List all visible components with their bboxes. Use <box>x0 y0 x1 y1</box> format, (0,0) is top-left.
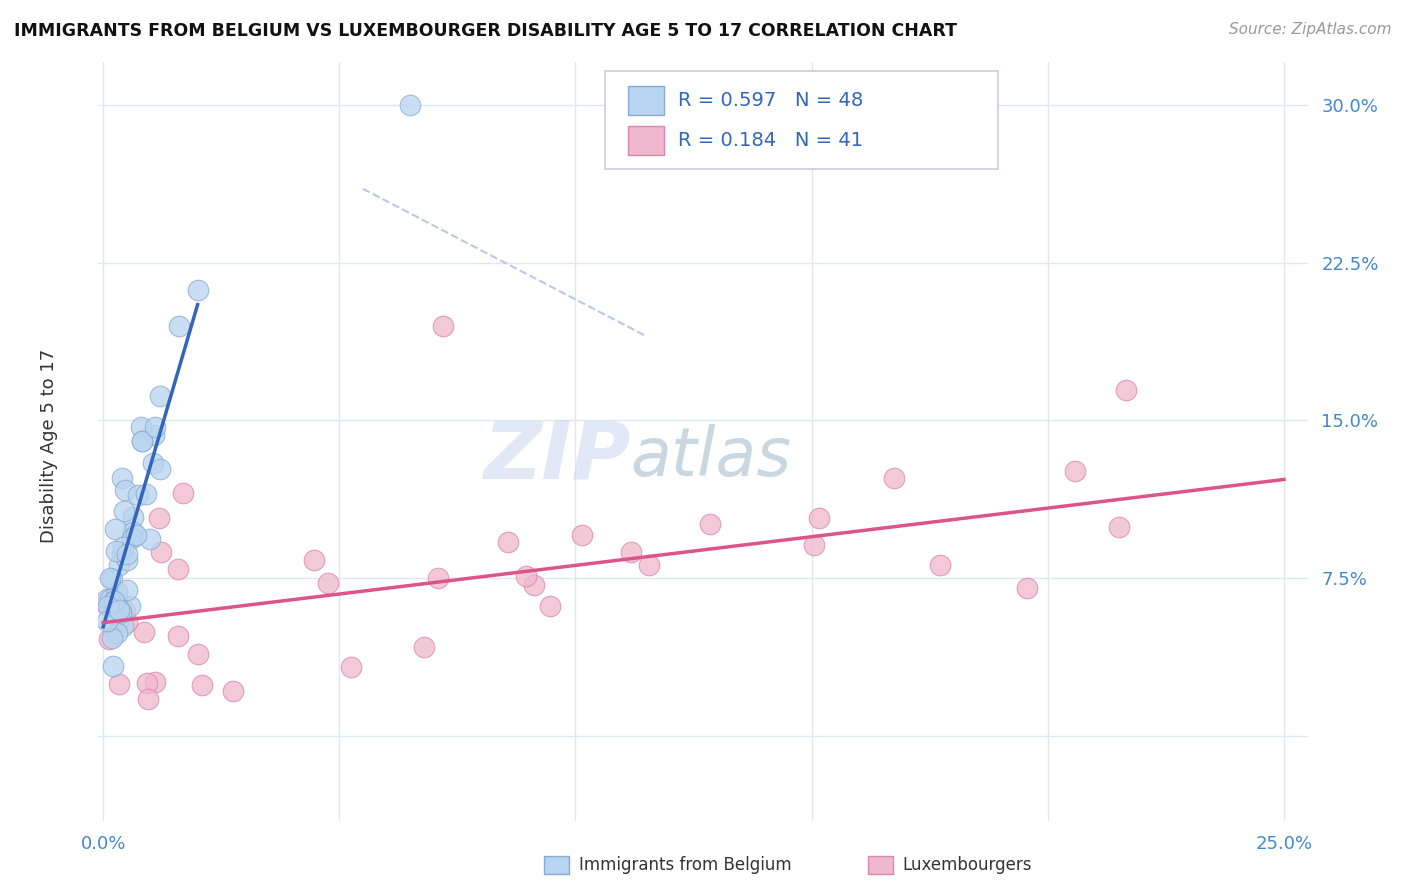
Point <box>104 543 127 558</box>
Point <box>121 531 143 545</box>
Point <box>148 510 170 524</box>
Point <box>121 525 143 540</box>
Text: ZIP: ZIP <box>484 417 630 496</box>
Point <box>96 597 118 611</box>
Text: atlas: atlas <box>630 424 792 490</box>
Point <box>107 614 129 628</box>
Point <box>96 592 118 607</box>
Point <box>143 428 166 442</box>
Point <box>222 684 245 698</box>
Point <box>107 626 129 640</box>
Point <box>150 545 173 559</box>
Point <box>413 640 436 654</box>
Text: Immigrants from Belgium: Immigrants from Belgium <box>579 856 792 874</box>
Point <box>638 558 661 572</box>
Text: Disability Age 5 to 17: Disability Age 5 to 17 <box>41 349 58 543</box>
Point <box>131 434 153 449</box>
Point <box>135 675 157 690</box>
Point <box>105 585 128 599</box>
Point <box>115 615 138 630</box>
Point <box>699 516 721 531</box>
Point <box>304 553 326 567</box>
Point <box>104 522 127 536</box>
Point <box>136 692 159 706</box>
Point <box>100 572 122 586</box>
Point <box>118 599 141 614</box>
Point <box>125 528 148 542</box>
Point <box>142 456 165 470</box>
Text: IMMIGRANTS FROM BELGIUM VS LUXEMBOURGER DISABILITY AGE 5 TO 17 CORRELATION CHART: IMMIGRANTS FROM BELGIUM VS LUXEMBOURGER … <box>14 22 957 40</box>
Point <box>1015 581 1038 595</box>
Point <box>523 578 546 592</box>
Point <box>112 540 135 554</box>
Point <box>98 571 121 585</box>
Point <box>166 562 188 576</box>
Point <box>114 483 136 497</box>
Point <box>399 97 422 112</box>
Point <box>149 462 172 476</box>
Point <box>110 605 132 619</box>
Point <box>104 596 127 610</box>
Point <box>121 530 143 544</box>
Point <box>108 677 131 691</box>
Point <box>167 318 190 333</box>
Point <box>107 603 129 617</box>
Point <box>808 510 831 524</box>
Point <box>149 389 172 403</box>
Text: Source: ZipAtlas.com: Source: ZipAtlas.com <box>1229 22 1392 37</box>
Point <box>115 553 138 567</box>
Point <box>883 471 905 485</box>
Point <box>117 583 139 598</box>
Point <box>340 660 363 674</box>
Point <box>114 604 136 618</box>
Point <box>190 678 212 692</box>
Point <box>132 625 155 640</box>
Point <box>97 599 120 614</box>
Point <box>100 631 122 645</box>
Point <box>187 283 209 297</box>
Point <box>135 487 157 501</box>
Point <box>111 547 134 561</box>
Text: Luxembourgers: Luxembourgers <box>903 856 1032 874</box>
Point <box>103 615 125 629</box>
Point <box>1064 464 1087 478</box>
Point <box>172 486 194 500</box>
Point <box>98 632 121 646</box>
Point <box>143 674 166 689</box>
Text: R = 0.597   N = 48: R = 0.597 N = 48 <box>678 91 863 110</box>
Point <box>166 629 188 643</box>
Point <box>138 532 160 546</box>
Point <box>145 420 167 434</box>
Point <box>115 547 138 561</box>
Point <box>127 488 149 502</box>
Point <box>1108 520 1130 534</box>
Point <box>111 619 134 633</box>
Point <box>538 599 561 613</box>
Point <box>929 558 952 573</box>
Point <box>432 318 454 333</box>
Point <box>496 534 519 549</box>
Point <box>427 571 450 585</box>
Point <box>803 537 825 551</box>
Point <box>101 659 124 673</box>
Point <box>318 576 340 591</box>
Point <box>122 509 145 524</box>
Point <box>96 615 118 629</box>
Point <box>515 569 537 583</box>
Point <box>1115 384 1137 398</box>
Point <box>111 471 134 485</box>
Point <box>112 503 135 517</box>
Point <box>107 558 129 572</box>
Point <box>129 420 152 434</box>
Point <box>103 593 125 607</box>
Point <box>620 545 643 559</box>
Point <box>98 592 121 607</box>
Text: R = 0.184   N = 41: R = 0.184 N = 41 <box>678 131 863 150</box>
Point <box>131 434 153 448</box>
Point <box>187 647 209 661</box>
Point <box>103 593 125 607</box>
Point <box>107 592 129 607</box>
Point <box>571 527 593 541</box>
